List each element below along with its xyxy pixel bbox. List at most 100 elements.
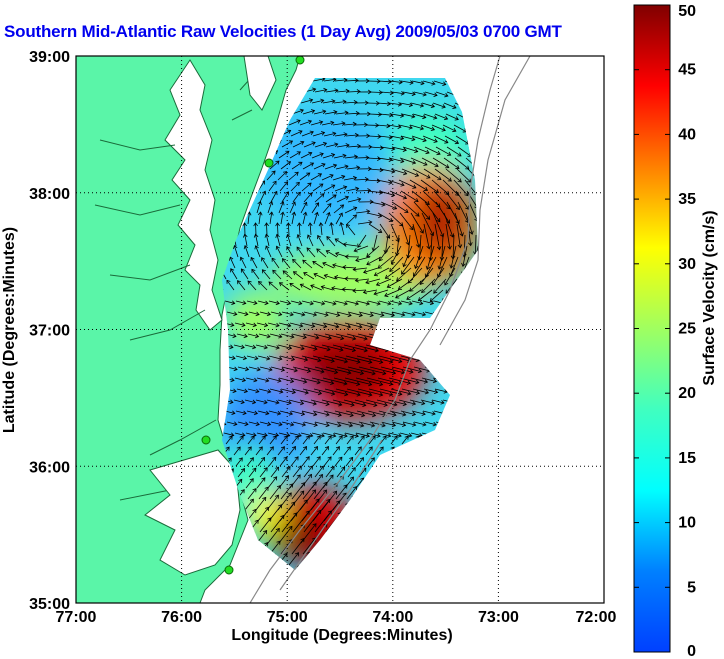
velocity-vector [303, 192, 313, 203]
velocity-vector [432, 157, 449, 168]
velocity-vector [398, 278, 414, 290]
velocity-vector [248, 421, 260, 425]
velocity-vector [306, 247, 316, 258]
velocity-vector-head [371, 412, 377, 418]
grid-lines [76, 56, 604, 603]
velocity-vector-head [445, 190, 450, 195]
velocity-vector [464, 179, 478, 196]
velocity-vector-head [264, 300, 269, 306]
velocity-vector-head [343, 484, 348, 489]
velocity-vector-head [367, 166, 372, 172]
velocity-vector [334, 79, 347, 82]
velocity-vector [255, 344, 268, 349]
velocity-vector [390, 435, 398, 445]
colorbar-tick-label: 35 [678, 191, 696, 208]
velocity-vector-head [324, 312, 329, 317]
velocity-vector [303, 510, 322, 533]
velocity-vector-head [400, 113, 405, 118]
velocity-vector-head [352, 214, 357, 219]
velocity-vector [363, 289, 378, 293]
velocity-vector [250, 257, 258, 269]
velocity-vector [388, 102, 402, 106]
velocity-vector [311, 99, 324, 104]
velocity-vector [413, 91, 427, 96]
velocity-vector-head [449, 264, 454, 269]
velocity-vector [336, 90, 349, 93]
velocity-vector-head [278, 504, 283, 509]
velocity-vector [247, 333, 259, 338]
velocity-vector [268, 300, 280, 304]
velocity-vector [235, 410, 247, 414]
velocity-vector [313, 110, 326, 115]
velocity-vector [346, 224, 356, 236]
velocity-vector [422, 80, 435, 85]
velocity-vector [321, 344, 343, 351]
velocity-vector-head [400, 182, 405, 187]
velocity-vector-head [384, 274, 390, 279]
velocity-vector-head [370, 422, 376, 428]
velocity-vector [346, 214, 357, 225]
velocity-vector-head [294, 171, 299, 176]
velocity-vector-head [365, 279, 370, 285]
velocity-vector-head [256, 366, 261, 372]
velocity-vector-head [352, 335, 357, 341]
velocity-vector-head [287, 129, 292, 134]
velocity-vector-head [353, 247, 358, 253]
velocity-vector-head [464, 192, 469, 197]
velocity-vector-head [317, 509, 322, 514]
velocity-vector-head [290, 334, 295, 339]
velocity-vector [230, 268, 238, 280]
velocity-vector [384, 289, 400, 297]
velocity-vector [323, 184, 335, 192]
velocity-vector [377, 377, 402, 385]
velocity-vector-head [264, 486, 269, 491]
velocity-vector [277, 446, 285, 456]
velocity-vector [426, 245, 435, 270]
velocity-vector-head [333, 110, 338, 115]
velocity-vector [333, 377, 360, 385]
velocity-vector-head [308, 98, 314, 103]
velocity-vector-head [231, 410, 236, 416]
velocity-vector-head [387, 433, 392, 438]
velocity-vector-head [334, 88, 339, 93]
velocity-vector-head [326, 498, 331, 504]
velocity-vector-head [268, 281, 273, 286]
velocity-vector-head [322, 261, 327, 267]
velocity-vector-head [314, 446, 318, 451]
velocity-vector-head [430, 400, 435, 405]
velocity-vector-head [296, 234, 301, 239]
velocity-vector [376, 446, 384, 456]
velocity-vector [401, 168, 419, 177]
velocity-vector [236, 435, 244, 445]
velocity-vector-head [275, 245, 280, 250]
velocity-vector-head [263, 399, 268, 405]
velocity-vector [332, 446, 340, 456]
velocity-vector [311, 432, 325, 437]
velocity-vector [289, 322, 303, 327]
velocity-vector [301, 182, 312, 192]
velocity-vector-head [298, 161, 303, 166]
velocity-vector [302, 212, 307, 225]
velocity-vector [379, 388, 402, 395]
velocity-vector [255, 234, 259, 247]
velocity-vector-head [369, 312, 374, 318]
velocity-vector [324, 274, 337, 280]
velocity-vector [321, 122, 334, 126]
velocity-vector [280, 212, 284, 225]
velocity-vector [402, 91, 416, 95]
velocity-vector-head [352, 267, 357, 272]
velocity-vector-head [452, 104, 457, 109]
velocity-vector-head [286, 246, 291, 251]
velocity-vector-head [289, 311, 294, 317]
velocity-vector [344, 156, 358, 159]
velocity-vector [301, 355, 321, 362]
velocity-vector-head [431, 411, 436, 416]
velocity-vector-head [280, 367, 286, 372]
velocity-vector-head [272, 180, 277, 185]
velocity-vector-head [262, 496, 267, 502]
velocity-vector [322, 154, 335, 159]
velocity-vector [378, 135, 393, 139]
velocity-vector-head [230, 377, 235, 383]
velocity-vector [289, 377, 307, 383]
velocity-vector [346, 167, 360, 170]
